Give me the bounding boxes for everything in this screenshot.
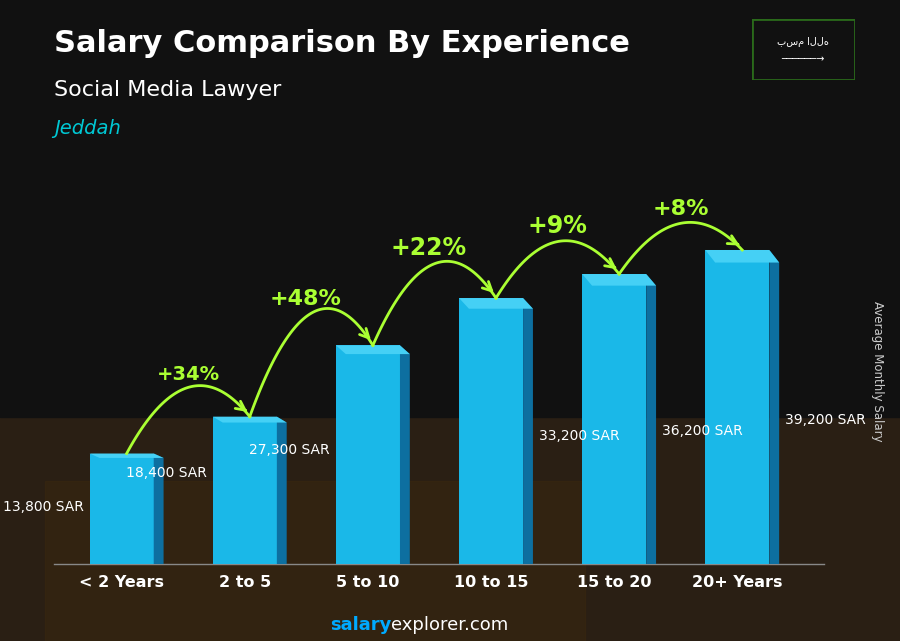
Text: 33,200 SAR: 33,200 SAR <box>539 429 620 444</box>
Text: Average Monthly Salary: Average Monthly Salary <box>871 301 884 442</box>
Text: +8%: +8% <box>652 199 709 219</box>
Text: Salary Comparison By Experience: Salary Comparison By Experience <box>54 29 630 58</box>
Text: explorer.com: explorer.com <box>392 616 508 634</box>
Polygon shape <box>646 274 656 564</box>
Polygon shape <box>154 454 164 564</box>
Polygon shape <box>90 454 164 458</box>
Polygon shape <box>582 274 656 286</box>
Text: بسم الله: بسم الله <box>778 37 829 47</box>
Text: 36,200 SAR: 36,200 SAR <box>662 424 743 438</box>
Polygon shape <box>459 298 533 309</box>
Polygon shape <box>336 345 410 354</box>
Text: Jeddah: Jeddah <box>54 119 121 138</box>
Text: 13,800 SAR: 13,800 SAR <box>3 499 84 513</box>
Polygon shape <box>212 417 287 422</box>
Bar <box>90 454 154 564</box>
Bar <box>336 345 400 564</box>
Text: Social Media Lawyer: Social Media Lawyer <box>54 80 282 100</box>
Polygon shape <box>523 298 533 564</box>
Text: 39,200 SAR: 39,200 SAR <box>786 413 866 427</box>
Polygon shape <box>706 250 779 263</box>
Bar <box>0 417 900 641</box>
Text: +48%: +48% <box>269 289 341 310</box>
Text: +22%: +22% <box>391 236 466 260</box>
Text: ──────→: ──────→ <box>781 54 825 64</box>
Bar <box>706 250 770 564</box>
Bar <box>582 274 646 564</box>
Text: 18,400 SAR: 18,400 SAR <box>126 465 207 479</box>
Bar <box>459 298 523 564</box>
Text: +34%: +34% <box>157 365 220 383</box>
Polygon shape <box>770 250 779 564</box>
Bar <box>45 481 585 641</box>
Text: +9%: +9% <box>527 213 588 238</box>
Bar <box>0 0 900 417</box>
Text: salary: salary <box>330 616 392 634</box>
Bar <box>212 417 277 564</box>
Polygon shape <box>277 417 287 564</box>
Text: 27,300 SAR: 27,300 SAR <box>249 444 329 457</box>
Polygon shape <box>400 345 410 564</box>
